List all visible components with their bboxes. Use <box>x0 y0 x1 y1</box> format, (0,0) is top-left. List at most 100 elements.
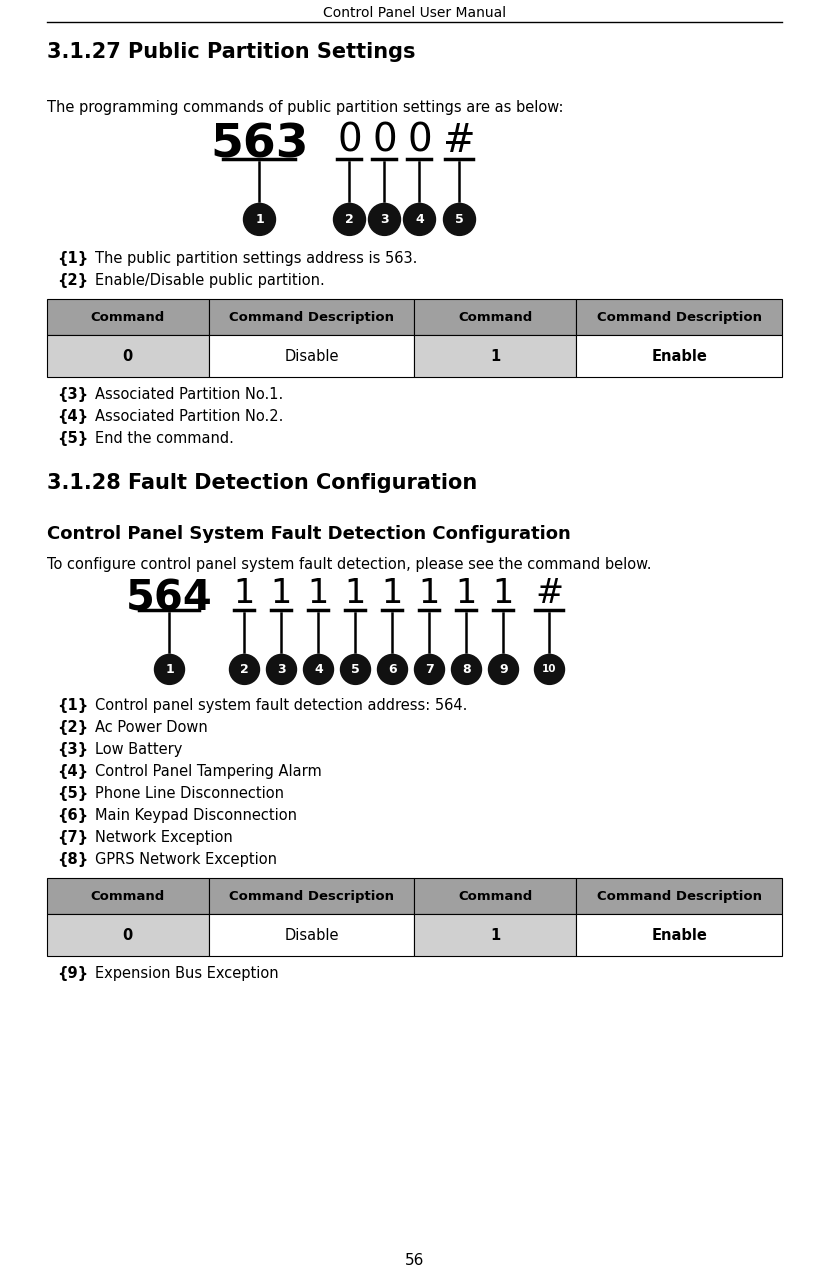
Text: 2: 2 <box>240 662 248 676</box>
Text: Command Description: Command Description <box>596 890 761 903</box>
Bar <box>209 878 414 914</box>
Bar <box>209 914 414 957</box>
Text: Command: Command <box>90 890 165 903</box>
Text: {3}: {3} <box>57 742 88 757</box>
Text: Enable: Enable <box>650 349 706 364</box>
Text: Low Battery: Low Battery <box>95 742 182 757</box>
Text: Expension Bus Exception: Expension Bus Exception <box>95 966 278 981</box>
Text: {5}: {5} <box>57 787 88 801</box>
Text: 1: 1 <box>307 577 329 611</box>
Bar <box>414 878 575 914</box>
Text: GPRS Network Exception: GPRS Network Exception <box>95 853 277 867</box>
Text: Disable: Disable <box>284 928 339 943</box>
Text: 1: 1 <box>455 577 477 611</box>
Text: {6}: {6} <box>57 809 88 823</box>
Bar <box>47 336 209 377</box>
Text: Phone Line Disconnection: Phone Line Disconnection <box>95 787 284 801</box>
Circle shape <box>303 655 333 684</box>
Text: The public partition settings address is 563.: The public partition settings address is… <box>95 251 416 266</box>
Bar <box>575 914 781 957</box>
Circle shape <box>414 655 444 684</box>
Text: Network Exception: Network Exception <box>95 831 233 845</box>
Text: Disable: Disable <box>284 349 339 364</box>
Circle shape <box>229 655 259 684</box>
Text: 4: 4 <box>314 662 322 676</box>
Text: Control Panel User Manual: Control Panel User Manual <box>323 6 505 21</box>
Bar <box>575 878 781 914</box>
Text: 563: 563 <box>210 122 308 167</box>
Text: 1: 1 <box>418 577 440 611</box>
Text: To configure control panel system fault detection, please see the command below.: To configure control panel system fault … <box>47 557 651 572</box>
Text: 4: 4 <box>415 213 423 226</box>
Text: 8: 8 <box>462 662 470 676</box>
Text: 1: 1 <box>489 928 500 943</box>
Text: Associated Partition No.2.: Associated Partition No.2. <box>95 409 283 424</box>
Text: 0: 0 <box>372 122 397 159</box>
Text: 1: 1 <box>493 577 513 611</box>
Text: {3}: {3} <box>57 387 88 403</box>
Bar <box>575 336 781 377</box>
Text: 1: 1 <box>233 577 255 611</box>
Text: Control Panel System Fault Detection Configuration: Control Panel System Fault Detection Con… <box>47 526 570 544</box>
Circle shape <box>368 203 400 235</box>
Text: {4}: {4} <box>57 764 88 779</box>
Text: #: # <box>535 577 563 611</box>
Text: 1: 1 <box>382 577 402 611</box>
Circle shape <box>340 655 370 684</box>
Text: {1}: {1} <box>57 698 88 714</box>
Text: {7}: {7} <box>57 831 88 845</box>
Text: 564: 564 <box>126 577 213 620</box>
Circle shape <box>243 203 275 235</box>
Text: {9}: {9} <box>57 966 88 981</box>
Circle shape <box>377 655 407 684</box>
Text: 1: 1 <box>271 577 291 611</box>
Text: 10: 10 <box>542 665 556 674</box>
Text: Command: Command <box>458 311 532 324</box>
Text: 6: 6 <box>388 662 397 676</box>
Text: The programming commands of public partition settings are as below:: The programming commands of public parti… <box>47 100 563 114</box>
Text: Enable: Enable <box>650 928 706 943</box>
Text: 5: 5 <box>351 662 359 676</box>
Text: 3: 3 <box>277 662 286 676</box>
Circle shape <box>488 655 518 684</box>
Circle shape <box>333 203 365 235</box>
Bar <box>414 914 575 957</box>
Bar <box>209 300 414 336</box>
Bar <box>47 878 209 914</box>
Text: 3.1.28 Fault Detection Configuration: 3.1.28 Fault Detection Configuration <box>47 473 477 494</box>
Bar <box>47 300 209 336</box>
Text: 7: 7 <box>425 662 433 676</box>
Text: 56: 56 <box>404 1253 424 1268</box>
Text: Enable/Disable public partition.: Enable/Disable public partition. <box>95 274 325 288</box>
Text: 0: 0 <box>123 349 132 364</box>
Bar <box>209 336 414 377</box>
Text: Command: Command <box>458 890 532 903</box>
Text: Command Description: Command Description <box>229 311 393 324</box>
Text: {4}: {4} <box>57 409 88 424</box>
Circle shape <box>266 655 296 684</box>
Text: Control Panel Tampering Alarm: Control Panel Tampering Alarm <box>95 764 321 779</box>
Text: {8}: {8} <box>57 853 88 867</box>
Text: Control panel system fault detection address: 564.: Control panel system fault detection add… <box>95 698 467 714</box>
Text: 1: 1 <box>255 213 263 226</box>
Text: 0: 0 <box>337 122 362 159</box>
Text: Command Description: Command Description <box>596 311 761 324</box>
Circle shape <box>534 655 564 684</box>
Text: {2}: {2} <box>57 274 88 288</box>
Text: Command: Command <box>90 311 165 324</box>
Text: Ac Power Down: Ac Power Down <box>95 720 208 736</box>
Text: 0: 0 <box>407 122 431 159</box>
Bar <box>414 336 575 377</box>
Text: 1: 1 <box>489 349 500 364</box>
Text: {1}: {1} <box>57 251 88 266</box>
Bar <box>575 300 781 336</box>
Text: 3: 3 <box>380 213 388 226</box>
Bar <box>47 914 209 957</box>
Text: 2: 2 <box>344 213 354 226</box>
Circle shape <box>403 203 435 235</box>
Bar <box>414 300 575 336</box>
Text: 3.1.27 Public Partition Settings: 3.1.27 Public Partition Settings <box>47 42 415 62</box>
Circle shape <box>451 655 481 684</box>
Text: 5: 5 <box>455 213 464 226</box>
Text: #: # <box>443 122 475 159</box>
